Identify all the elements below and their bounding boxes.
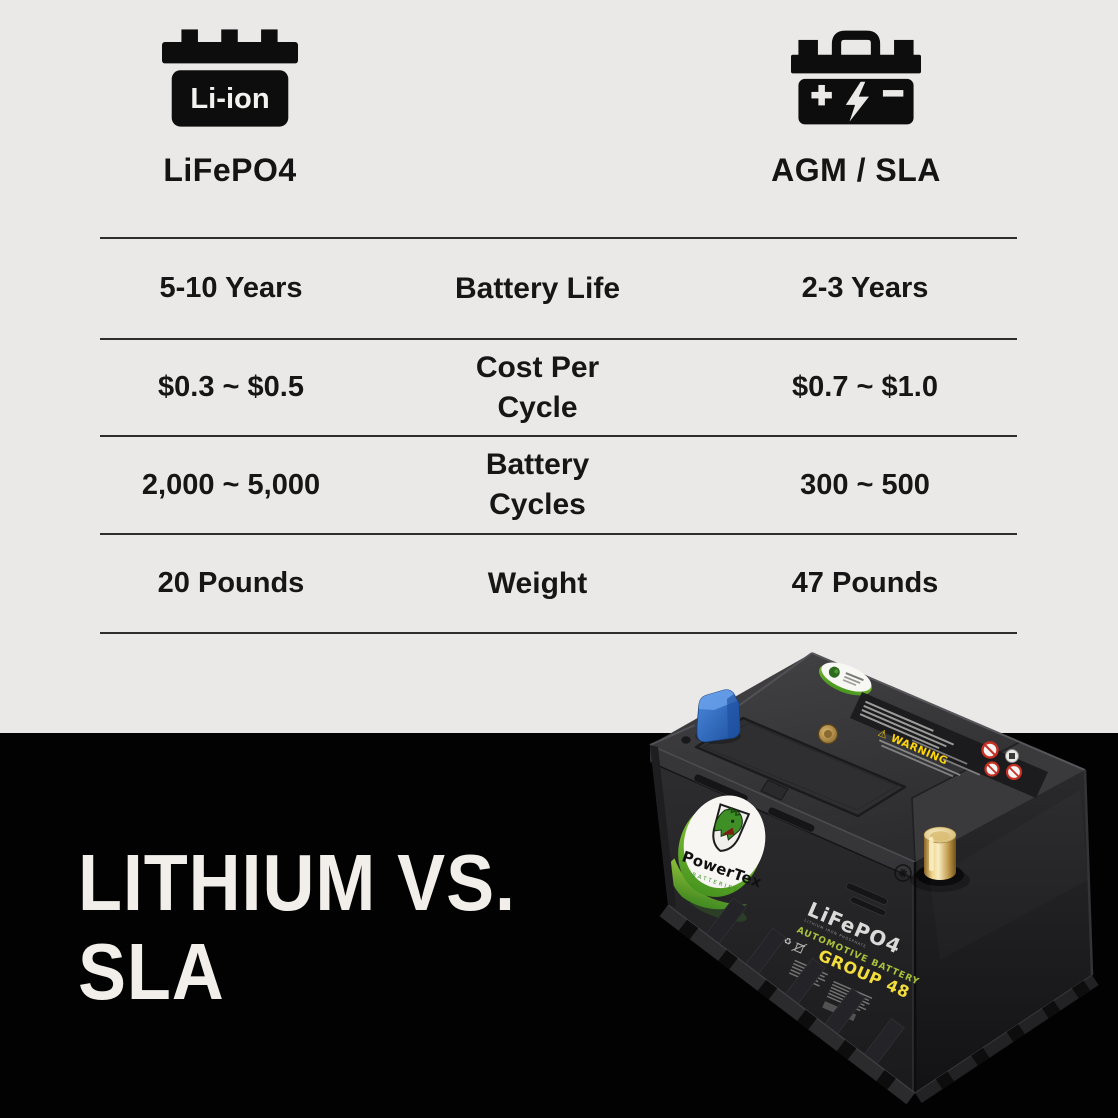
top-brand-sticker: [819, 662, 872, 696]
table-row: 5-10 Years Battery Life 2-3 Years: [100, 237, 1017, 338]
page-title-line1: LITHIUM VS.: [78, 838, 516, 927]
recycle-icon: ♻: [782, 936, 793, 948]
battery-product-photo: ⚠ WARNING: [649, 652, 1099, 1105]
powertex-logo: PowerTex BATTERIES: [669, 795, 766, 922]
sla-value: 47 Pounds: [791, 567, 939, 599]
dino-shield-emblem: [712, 803, 751, 852]
spec-label: Battery Cycles: [485, 448, 590, 521]
sla-value: 2-3 Years: [801, 272, 929, 304]
lithium-column-header: Li-ion LiFePO4: [100, 28, 360, 189]
gold-terminal-post: [910, 826, 970, 892]
lithium-column-title: LiFePO4: [163, 152, 297, 188]
mounting-flange-right: [914, 974, 1099, 1103]
sla-column-header: AGM / SLA: [726, 28, 986, 189]
agm-battery-icon: [791, 30, 921, 125]
page-title-line2: SLA: [78, 927, 225, 1016]
minus-icon: [882, 90, 904, 97]
page-title: LITHIUM VS. SLA: [78, 838, 516, 1016]
blue-terminal-cover: [695, 689, 741, 744]
lightning-bolt-icon: [845, 81, 869, 122]
sla-value: 300 ~ 500: [800, 468, 930, 501]
sla-value: $0.7 ~ $1.0: [792, 371, 938, 403]
left-bevel: [650, 745, 676, 907]
mounting-flange-left: [659, 904, 916, 1105]
trash-bin-icon: [791, 942, 808, 954]
spec-label: Battery Life: [454, 271, 621, 305]
plus-icon: [811, 84, 832, 106]
spec-table: 5-10 Years Battery Life 2-3 Years $0.3 ~…: [100, 237, 1017, 634]
lithium-value: $0.3 ~ $0.5: [158, 371, 304, 403]
safety-icons: [981, 741, 1023, 781]
lid-dimple: [680, 735, 692, 745]
battery-right-face: [915, 770, 1092, 1093]
warning-label: ⚠ WARNING: [850, 692, 1048, 798]
front-vent-slots: [693, 773, 888, 917]
li-ion-icon-label: Li-ion: [190, 83, 269, 115]
table-row: $0.3 ~ $0.5 Cost Per Cycle $0.7 ~ $1.0: [100, 338, 1017, 435]
spec-label: Cost Per Cycle: [475, 350, 600, 424]
lithium-value: 2,000 ~ 5,000: [141, 468, 321, 501]
terminal-emboss-mark: [894, 864, 912, 882]
sla-column-title: AGM / SLA: [771, 152, 941, 188]
case-ribs: [705, 897, 905, 1065]
table-row: 2,000 ~ 5,000 Battery Cycles 300 ~ 500: [100, 435, 1017, 533]
lithium-value: 20 Pounds: [157, 567, 305, 599]
lithium-value: 5-10 Years: [159, 272, 303, 304]
table-row: 20 Pounds Weight 47 Pounds: [100, 533, 1017, 634]
spec-label: Weight: [487, 566, 588, 600]
li-ion-battery-icon: Li-ion: [162, 29, 298, 127]
